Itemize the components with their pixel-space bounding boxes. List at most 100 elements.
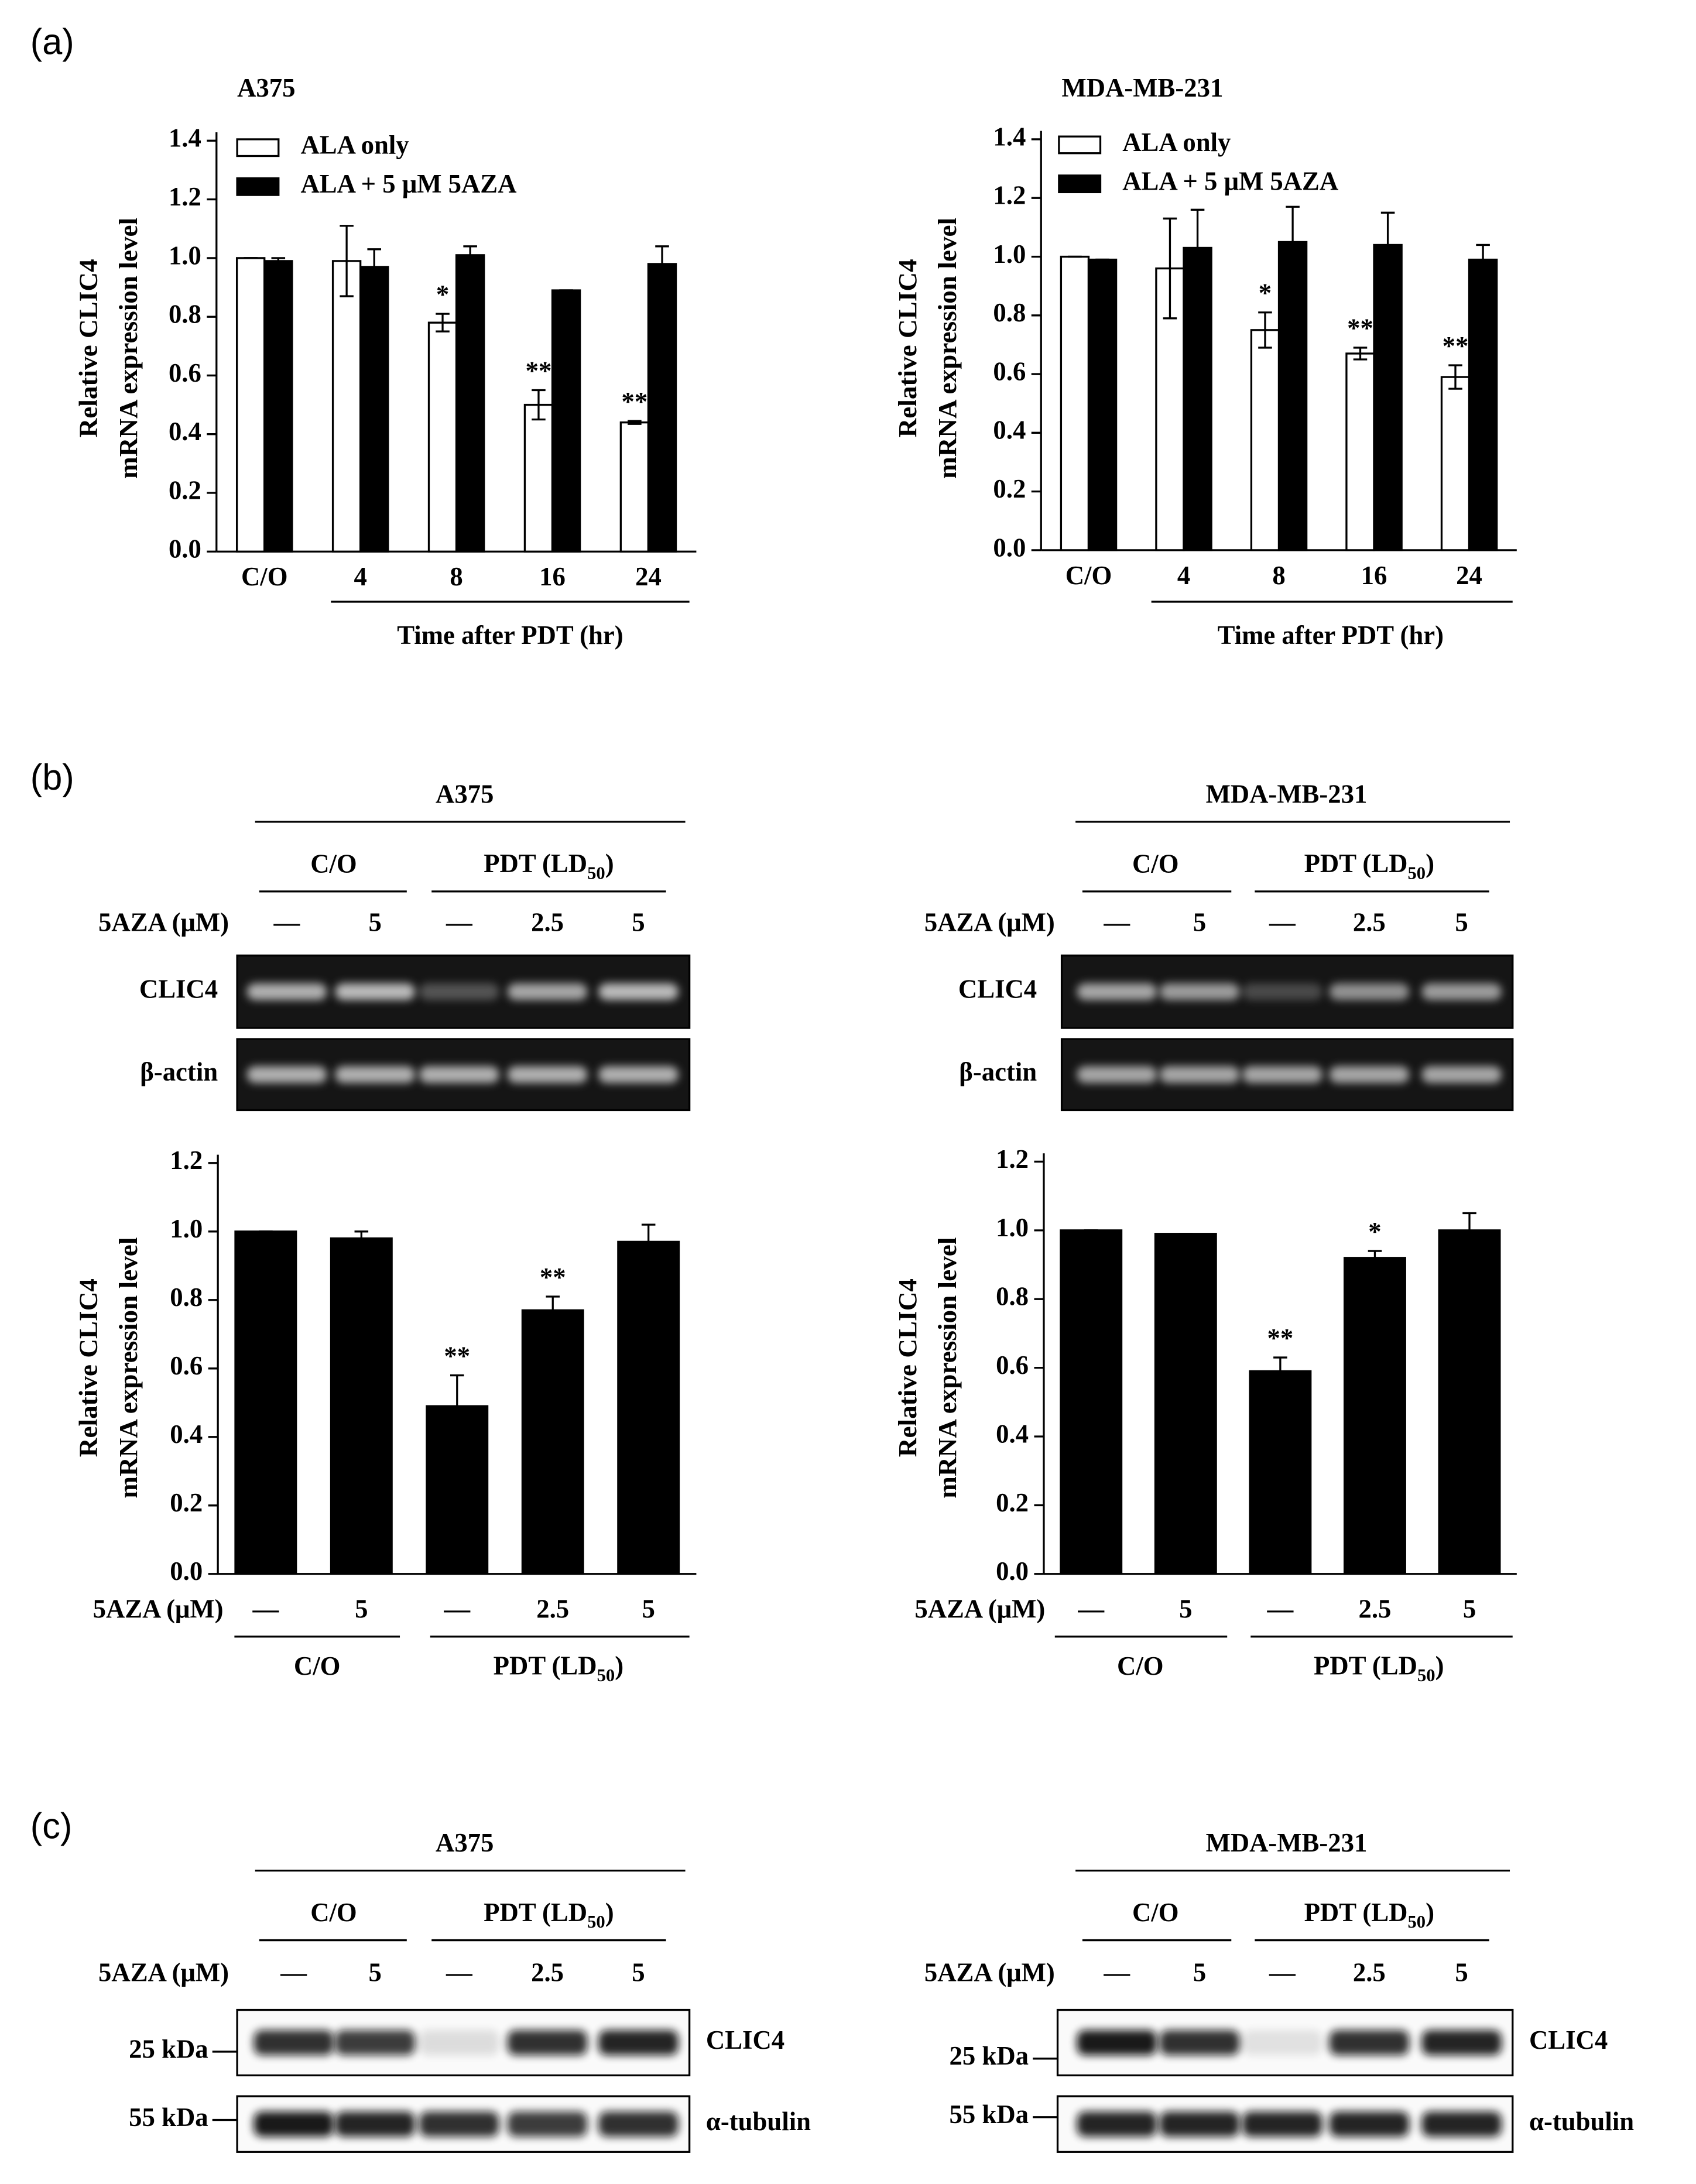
gel-band — [1077, 983, 1157, 1000]
x-tick-label: 2.5 — [536, 1594, 569, 1623]
x-axis-label: Time after PDT (hr) — [1218, 620, 1444, 650]
gel-band — [507, 2111, 588, 2137]
bar — [1250, 329, 1280, 551]
gel-band — [598, 983, 679, 1000]
chart-title: A375 — [237, 73, 295, 102]
group-label-part: ) — [1426, 1898, 1434, 1927]
significance-label: ** — [1443, 331, 1469, 361]
significance-label: ** — [1267, 1324, 1294, 1353]
bar — [1343, 1257, 1406, 1575]
bar — [1154, 1233, 1217, 1575]
row-label: 5AZA (μM) — [924, 1957, 1055, 1987]
significance-label: ** — [1347, 314, 1373, 343]
bar — [235, 257, 266, 553]
band-label: CLIC4 — [706, 2025, 784, 2055]
bar — [1060, 1229, 1123, 1575]
gel-band — [1077, 2111, 1157, 2137]
bar — [1345, 352, 1375, 551]
lane-label: — — [1269, 1957, 1296, 1987]
bar — [647, 263, 677, 553]
legend-label: ALA only — [1122, 128, 1231, 157]
bar — [331, 260, 362, 553]
x-tick-label: — — [1077, 1594, 1105, 1623]
bar — [1438, 1229, 1501, 1575]
gel-band — [1242, 2030, 1322, 2055]
row-label: 5AZA (μM) — [914, 1594, 1045, 1623]
legend-label: ALA + 5 μM 5AZA — [300, 169, 517, 198]
group-label-part: ) — [615, 1651, 623, 1681]
lane-label: — — [1269, 907, 1296, 937]
x-tick-label: 5 — [642, 1594, 655, 1623]
bar — [1440, 376, 1471, 551]
y-axis-label: Relative CLIC4 — [893, 259, 922, 437]
lane-label: 5 — [632, 1957, 645, 1987]
x-tick-label: 4 — [354, 562, 366, 591]
lane-label: 5 — [368, 1957, 381, 1987]
gel-band — [419, 2030, 499, 2055]
bar — [359, 266, 389, 553]
y-axis-label: mRNA expression level — [933, 1237, 962, 1499]
lane-label: 2.5 — [1353, 907, 1386, 937]
y-tick-label: 1.2 — [169, 182, 201, 211]
group-label: C/O — [310, 1898, 357, 1927]
x-tick-label: 24 — [635, 562, 662, 591]
group-label-part: ) — [605, 849, 614, 878]
y-tick-label: 1.2 — [996, 1144, 1029, 1174]
x-tick-label: 16 — [1361, 561, 1387, 590]
gel-band — [507, 1066, 588, 1084]
gel-band — [507, 2030, 588, 2055]
legend-swatch — [236, 138, 280, 157]
group-label: PDT (LD50) — [494, 1651, 623, 1685]
bar — [1183, 246, 1212, 551]
bar — [619, 421, 650, 553]
lane-label: 5 — [1455, 1957, 1468, 1987]
group-label: C/O — [1117, 1651, 1164, 1681]
gel-band — [598, 2111, 679, 2137]
y-tick-label: 0.4 — [170, 1420, 203, 1449]
row-label: 5AZA (μM) — [93, 1594, 224, 1623]
significance-label: * — [1368, 1217, 1381, 1246]
gel-band — [598, 1066, 679, 1084]
bar — [551, 289, 581, 553]
group-label-part: 50 — [1407, 863, 1426, 883]
gel-band — [335, 2111, 415, 2137]
y-tick-label: 1.2 — [170, 1146, 203, 1175]
group-label-part: ) — [605, 1898, 614, 1927]
marker-label: 25 kDa — [950, 2041, 1029, 2070]
group-label: C/O — [1132, 1898, 1179, 1927]
group-label-part: PDT (LD — [1314, 1651, 1417, 1681]
lane-label: 5 — [1455, 907, 1468, 937]
band-label: α-tubulin — [1529, 2107, 1634, 2136]
group-label-part: PDT (LD — [494, 1651, 597, 1681]
row-label: 5AZA (μM) — [924, 907, 1055, 937]
y-tick-label: 0.2 — [170, 1488, 203, 1517]
x-tick-label: — — [1267, 1594, 1294, 1623]
x-tick-label: 5 — [1463, 1594, 1476, 1623]
group-label: C/O — [294, 1651, 341, 1681]
chart-title: MDA-MB-231 — [1062, 73, 1224, 102]
marker-label: 55 kDa — [950, 2100, 1029, 2129]
y-tick-label: 0.6 — [993, 356, 1026, 386]
y-tick-label: 1.0 — [170, 1214, 203, 1243]
y-axis-label: mRNA expression level — [114, 1237, 143, 1499]
group-label-part: ) — [1435, 1651, 1444, 1681]
y-axis-label: Relative CLIC4 — [74, 259, 103, 437]
lane-label: — — [446, 1957, 473, 1987]
band-label: α-tubulin — [706, 2107, 811, 2136]
group-label-part: PDT (LD — [1304, 849, 1408, 878]
gel-band — [1159, 2111, 1240, 2137]
x-tick-label: 16 — [539, 562, 566, 591]
x-axis-label: Time after PDT (hr) — [397, 620, 623, 650]
gel-band — [1421, 2111, 1502, 2137]
lane-label: — — [280, 1957, 307, 1987]
group-label: PDT (LD50) — [1304, 849, 1434, 883]
gel-title: MDA-MB-231 — [1206, 779, 1368, 808]
y-axis-label: mRNA expression level — [114, 218, 143, 479]
panel-label: (b) — [30, 757, 74, 798]
gel-band — [1159, 983, 1240, 1000]
gel-band — [1077, 1066, 1157, 1084]
significance-label: ** — [540, 1263, 566, 1292]
y-tick-label: 0.0 — [169, 534, 201, 563]
y-tick-label: 0.6 — [169, 358, 201, 388]
